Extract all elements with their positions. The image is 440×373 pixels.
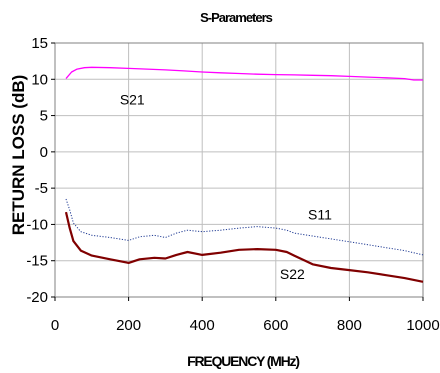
series-layer	[64, 66, 424, 283]
x-tick-label: 1000	[406, 317, 439, 334]
x-tick-label: 200	[116, 317, 141, 334]
y-tick-label: -10	[26, 216, 48, 233]
y-tick-label: -20	[26, 289, 48, 306]
label-s22: S22	[280, 266, 305, 282]
y-tick-label: 10	[31, 71, 48, 88]
x-tick-label: 400	[190, 317, 215, 334]
x-axis-ticks: 0 200 400 600 800 1000	[51, 297, 440, 334]
plot-area	[54, 42, 424, 298]
series-line-s22	[64, 211, 424, 283]
label-s11: S11	[308, 206, 332, 222]
x-tick-label: 0	[51, 317, 59, 334]
y-axis-title: RETURN LOSS (dB)	[9, 75, 28, 236]
y-tick-label: -5	[35, 180, 48, 197]
series-line-s11	[65, 198, 424, 256]
y-tick-label: 15	[31, 35, 48, 52]
annotations: S21 S11 S22	[120, 92, 332, 282]
series-line-s21	[65, 66, 423, 81]
label-s21: S21	[120, 92, 145, 108]
x-axis-title: FREQUENCY (MHz)	[187, 353, 299, 369]
x-tick-label: 600	[263, 317, 288, 334]
x-tick-label: 800	[337, 317, 362, 334]
y-tick-label: 5	[40, 108, 48, 125]
y-tick-label: 0	[40, 144, 48, 161]
y-tick-label: -15	[26, 253, 48, 270]
y-axis-ticks: 15 10 5 0 -5 -10 -15 -20	[26, 35, 55, 306]
chart-title: S-Parameters	[200, 10, 273, 25]
